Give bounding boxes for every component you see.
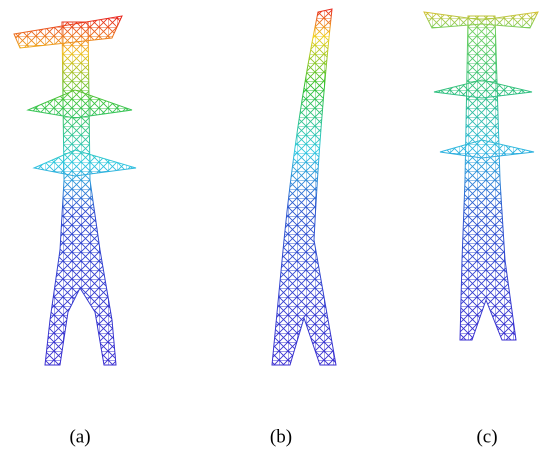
tower-b — [271, 8, 337, 366]
tower-c — [423, 11, 539, 341]
panel-label: (c) — [476, 426, 497, 447]
panel-label: (a) — [69, 426, 90, 447]
panel-label: (b) — [270, 426, 292, 447]
tower-a — [13, 15, 137, 366]
